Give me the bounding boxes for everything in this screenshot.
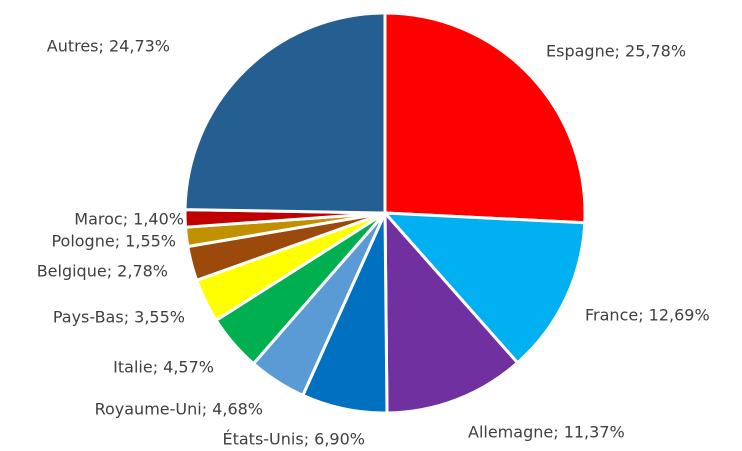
pie-slice bbox=[383, 208, 520, 415]
data-label: Pologne; 1,55% bbox=[51, 232, 176, 251]
data-label: Royaume-Uni; 4,68% bbox=[95, 400, 263, 419]
data-label: Belgique; 2,78% bbox=[37, 262, 168, 281]
data-label: France; 12,69% bbox=[585, 306, 710, 325]
data-label: Maroc; 1,40% bbox=[74, 210, 184, 229]
pie-slice bbox=[183, 11, 387, 215]
data-label: Allemagne; 11,37% bbox=[468, 423, 625, 442]
data-label: États-Unis; 6,90% bbox=[222, 430, 365, 449]
data-label: Pays-Bas; 3,55% bbox=[53, 308, 185, 327]
pie-slice bbox=[383, 11, 587, 225]
data-label: Italie; 4,57% bbox=[113, 358, 214, 377]
data-label: Espagne; 25,78% bbox=[546, 42, 686, 61]
pie-slice bbox=[381, 211, 587, 365]
data-label: Autres; 24,73% bbox=[47, 37, 170, 56]
